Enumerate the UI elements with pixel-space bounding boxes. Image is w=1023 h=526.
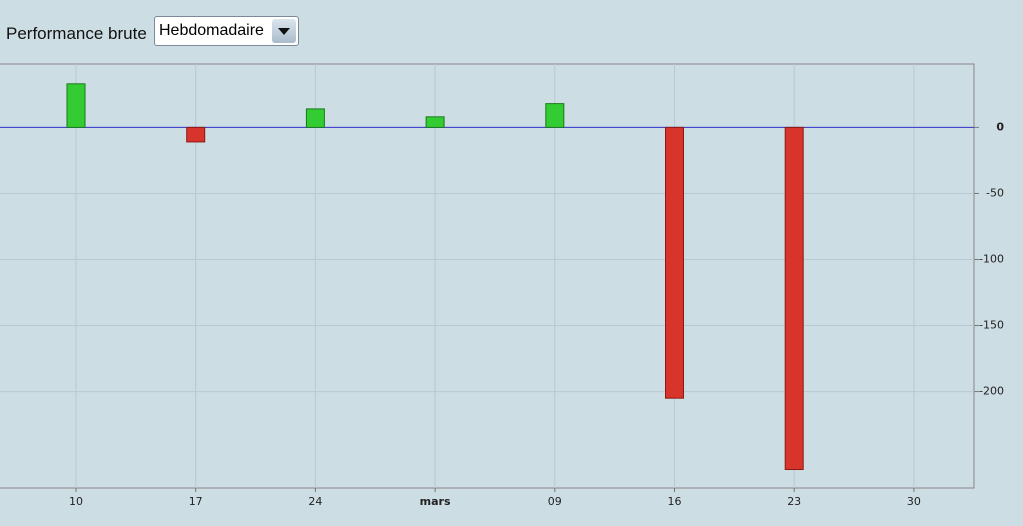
- x-tick-label: 30: [907, 495, 921, 508]
- x-tick-label: mars: [420, 495, 451, 508]
- dropdown-button[interactable]: [272, 19, 296, 43]
- dropdown-value: Hebdomadaire: [159, 22, 264, 39]
- bar: [784, 126, 804, 471]
- y-tick-label: 0: [996, 120, 1004, 133]
- x-tick-label: 16: [668, 495, 682, 508]
- y-tick-label: -150: [979, 319, 1004, 332]
- bar: [425, 116, 445, 128]
- y-tick-label: -50: [986, 186, 1004, 199]
- toolbar: Performance brute Hebdomadaire: [0, 0, 1023, 64]
- period-dropdown[interactable]: Hebdomadaire: [154, 16, 299, 46]
- dropdown-arrow: [278, 28, 290, 35]
- plot-area: [0, 63, 975, 489]
- bar: [305, 108, 325, 128]
- bar: [545, 103, 565, 128]
- bar: [66, 83, 86, 128]
- bar: [186, 126, 206, 143]
- x-tick-label: 17: [189, 495, 203, 508]
- x-tick-label: 24: [308, 495, 322, 508]
- x-tick-label: 09: [548, 495, 562, 508]
- control-label: Performance brute: [6, 24, 147, 43]
- x-tick-label: 10: [69, 495, 83, 508]
- y-tick-label: -200: [979, 385, 1004, 398]
- y-tick-label: -100: [979, 252, 1004, 265]
- x-tick-label: 23: [787, 495, 801, 508]
- bar: [665, 126, 684, 399]
